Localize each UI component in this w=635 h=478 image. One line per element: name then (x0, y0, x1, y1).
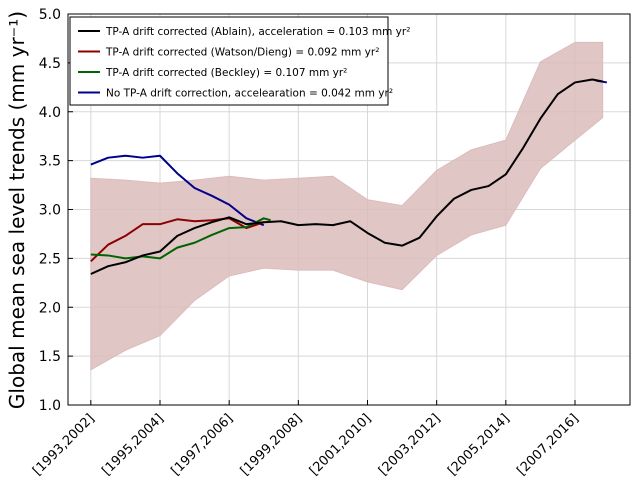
y-tick-label: 4.5 (39, 56, 61, 72)
y-tick-label: 1.5 (39, 349, 61, 365)
data-line (90, 78, 603, 275)
x-tick-label: [2001,2010] (307, 411, 374, 478)
x-tick-label: [2007,2016] (514, 411, 581, 478)
data-line (90, 217, 265, 263)
x-tick-label: [1999,2008] (238, 411, 305, 478)
y-tick-label: 5.0 (39, 7, 61, 23)
y-tick-label: 2.5 (39, 251, 61, 267)
x-tick-label: [1997,2006] (168, 411, 235, 478)
y-tick-label: 4.0 (39, 105, 61, 121)
y-tick-label: 3.0 (39, 203, 61, 219)
y-tick-label: 2.0 (39, 300, 61, 316)
x-tick-label: [1995,2004] (99, 411, 166, 478)
plot-frame (67, 13, 631, 406)
legend-label: TP-A drift corrected (Ablain), accelerat… (105, 26, 410, 38)
x-tick-label: [2003,2012] (376, 411, 443, 478)
legend-label: TP-A drift corrected (Beckley) = 0.107 m… (105, 67, 347, 79)
data-line (90, 217, 271, 260)
x-tick-label: [2005,2014] (445, 411, 512, 478)
y-tick-label: 1.0 (39, 398, 61, 414)
x-tick-label: [1993,2002] (30, 411, 97, 478)
legend-box (69, 16, 389, 106)
legend-label: TP-A drift corrected (Watson/Dieng) = 0.… (105, 47, 379, 59)
uncertainty-band (90, 41, 604, 371)
y-tick-label: 3.5 (39, 154, 61, 170)
y-axis-label: Global mean sea level trends (mm yr⁻¹) (5, 11, 29, 409)
legend-label: No TP-A drift correction, accelearation … (106, 88, 393, 100)
